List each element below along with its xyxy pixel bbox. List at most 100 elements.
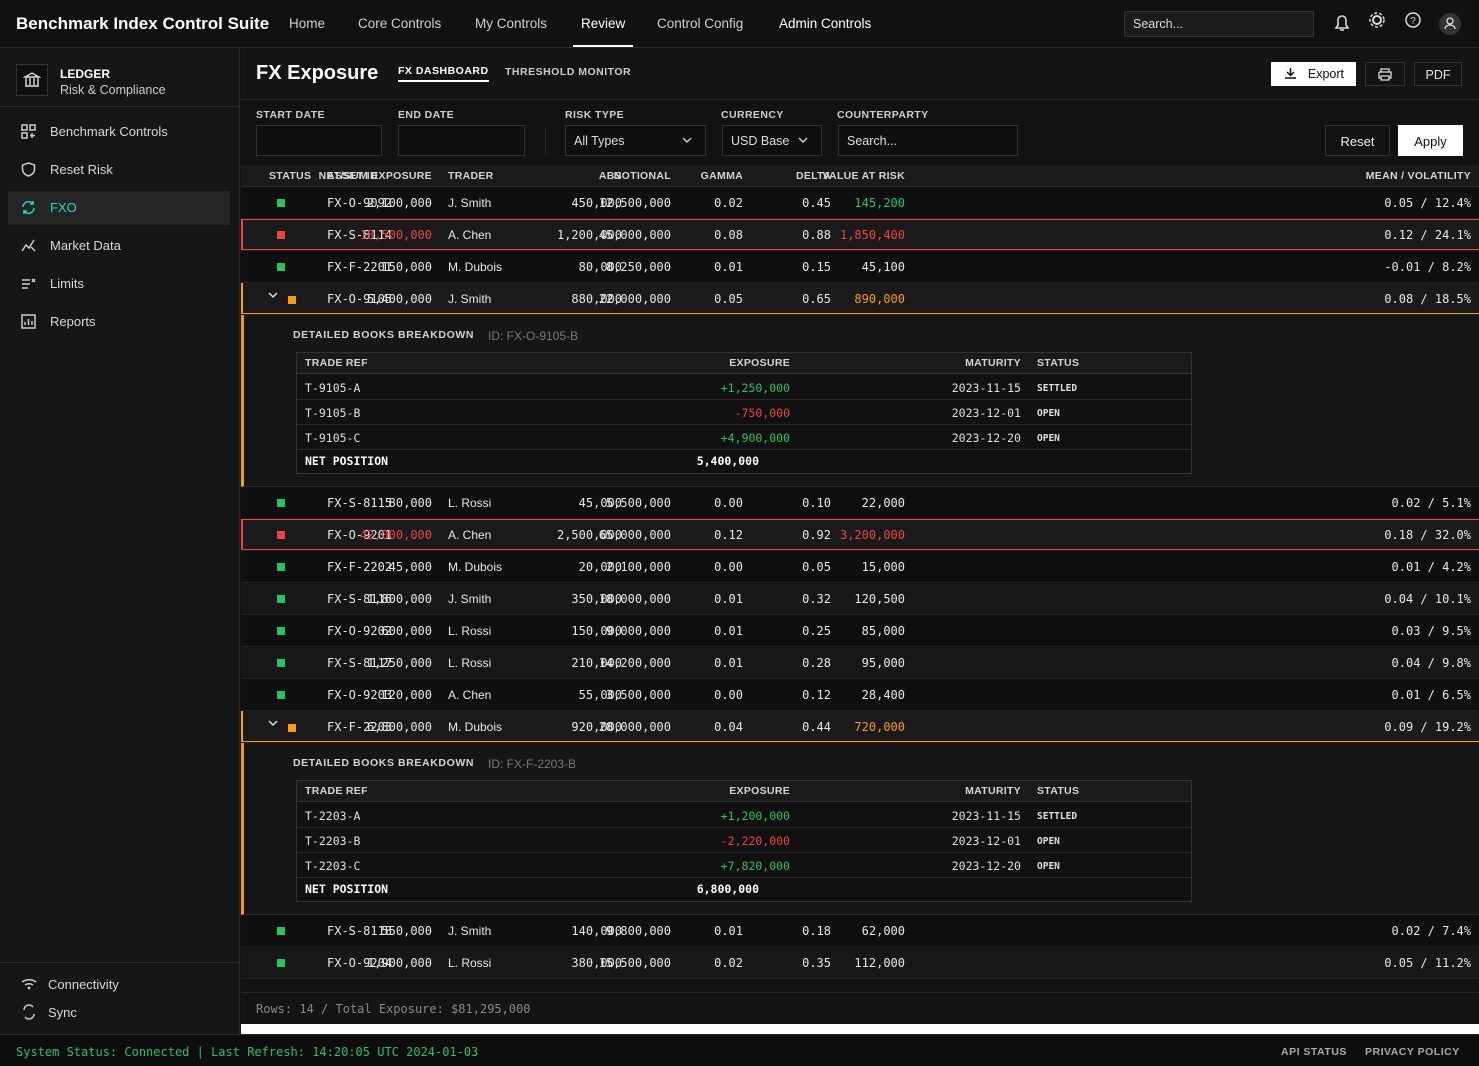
cell: 0.08 / 18.5% (1384, 292, 1471, 306)
sync[interactable]: Sync (48, 1005, 77, 1020)
table-row[interactable]: FX-F-2203 M. Dubois 28,000,000 720,000 0.44 0… (241, 711, 1479, 743)
cell: 0.04 / 10.1% (1384, 592, 1471, 606)
counterparty-input[interactable]: Search... (838, 125, 1018, 156)
table-row[interactable]: FX-O-9202 L. Rossi 9,000,000 85,000 0.25 0.01… (241, 615, 1479, 647)
cell: FX-S-8116 (327, 592, 393, 606)
cell: 45,000,000 (598, 228, 671, 242)
cell: 0.05 / 12.4% (1384, 196, 1471, 210)
cell: 0.88 (802, 228, 831, 242)
table-row[interactable]: FX-F-2202 M. Dubois 2,100,000 15,000 0.05 0.0… (241, 551, 1479, 583)
risk-type-select[interactable]: All Types (565, 125, 706, 156)
nav-item[interactable]: Core Controls (358, 16, 442, 31)
cell: 0.28 (802, 656, 831, 670)
apply-button[interactable]: Apply (1398, 125, 1463, 156)
cell: FX-O-9204 (327, 956, 393, 970)
gear-icon[interactable] (1372, 15, 1382, 25)
detail-cell: OPEN (1037, 836, 1060, 847)
cell: 890,000 (854, 292, 905, 306)
net-label: NET POSITION (305, 454, 389, 468)
cell: FX-O-9202 (327, 624, 393, 638)
cell: A. Chen (448, 688, 492, 702)
end-date-input[interactable] (398, 125, 525, 156)
detail-row (297, 828, 1191, 853)
connectivity[interactable]: Connectivity (48, 977, 119, 992)
table-row[interactable]: FX-S-8115 L. Rossi 5,500,000 22,000 0.10 0.00… (241, 487, 1479, 519)
side-item[interactable]: FXO (50, 200, 77, 215)
detail-column: EXPOSURE (729, 785, 790, 797)
cell: 18,000,000 (598, 592, 671, 606)
detail-column: TRADE REF (305, 785, 368, 797)
cell: 0.32 (802, 592, 831, 606)
side-item[interactable]: Limits (50, 276, 84, 291)
print-button[interactable] (1365, 62, 1405, 86)
table-row[interactable]: FX-S-8116 J. Smith 18,000,000 120,500 0.32 0.… (241, 583, 1479, 615)
detail-cell: -750,000 (734, 406, 790, 420)
side-item[interactable]: Reports (50, 314, 96, 329)
cell: 5,400,000 (366, 292, 432, 306)
reset-button[interactable]: Reset (1325, 125, 1390, 156)
cell: FX-S-8117 (327, 656, 393, 670)
table-row[interactable]: FX-F-2201 M. Dubois 8,250,000 45,100 0.15 0.0… (241, 251, 1479, 283)
status-indicator (277, 927, 285, 935)
pdf-button[interactable]: PDF (1414, 62, 1462, 86)
help-icon[interactable] (1405, 12, 1421, 28)
nav-item[interactable]: My Controls (475, 16, 548, 31)
detail-cell: OPEN (1037, 861, 1060, 872)
divider (0, 106, 240, 107)
side-item[interactable]: Benchmark Controls (50, 124, 168, 139)
table-row[interactable]: FX-O-9105 J. Smith 22,000,000 890,000 0.65 0.… (241, 283, 1479, 315)
column-header: GAMMA (700, 170, 743, 182)
cell: FX-O-9201 (327, 528, 393, 542)
nav-item[interactable]: Home (289, 16, 326, 31)
table-row[interactable]: FX-S-8117 L. Rossi 14,200,000 95,000 0.28 0.0… (241, 647, 1479, 679)
expand-chevron[interactable] (268, 720, 278, 728)
cell: 2,100,000 (366, 196, 432, 210)
expand-chevron[interactable] (268, 292, 278, 300)
side-item[interactable]: Market Data (50, 238, 121, 253)
nav-item[interactable]: Review (581, 16, 626, 31)
tab[interactable]: THRESHOLD MONITOR (505, 66, 632, 78)
detail-row (297, 803, 1191, 828)
column-header: STATUS (269, 170, 312, 182)
side-item[interactable]: Reset Risk (50, 162, 113, 177)
table-row[interactable]: FX-O-9092 J. Smith 12,500,000 145,200 0.45 0.… (241, 187, 1479, 219)
api-status-link[interactable]: API STATUS (1281, 1046, 1347, 1058)
bell-icon[interactable] (1334, 15, 1350, 31)
scrollbar (241, 1024, 1479, 1034)
filter-label: CURRENCY (721, 109, 784, 121)
detail-column: MATURITY (965, 785, 1021, 797)
status-indicator (277, 563, 285, 571)
cell: 880,000 (571, 292, 622, 306)
detail-id: ID: FX-O-9105-B (488, 329, 579, 343)
cell: J. Smith (448, 292, 492, 306)
cell: 120,000 (381, 688, 432, 702)
detail-cell: T-2203-C (305, 859, 361, 873)
nav-item[interactable]: Control Config (657, 16, 744, 31)
cell: 920,000 (571, 720, 622, 734)
cell: 1,800,000 (366, 592, 432, 606)
nav-item[interactable]: Admin Controls (779, 16, 872, 31)
cell: 0.04 / 9.8% (1391, 656, 1471, 670)
detail-column: EXPOSURE (729, 357, 790, 369)
start-date-input[interactable] (256, 125, 382, 156)
tab-active[interactable]: FX DASHBOARD (398, 65, 489, 82)
export-button[interactable]: Export (1271, 62, 1356, 86)
cell: 0.02 / 5.1% (1391, 496, 1471, 510)
table-row[interactable]: FX-O-9201 A. Chen 65,000,000 3,200,000 0.92 0… (241, 519, 1479, 551)
cell: 8,250,000 (605, 260, 671, 274)
cell: 22,000 (861, 496, 905, 510)
cell: 0.05 (802, 560, 831, 574)
table-row[interactable]: FX-O-9204 L. Rossi 15,500,000 112,000 0.35 0.… (241, 947, 1479, 979)
table-row[interactable]: FX-S-8114 A. Chen 45,000,000 1,850,400 0.88 0… (241, 219, 1479, 251)
divider (545, 128, 546, 154)
nav-icon (22, 200, 35, 215)
table-row[interactable]: FX-S-8118 J. Smith 9,800,000 62,000 0.18 0.01… (241, 915, 1479, 947)
cell: 0.02 (714, 196, 743, 210)
table-row[interactable]: FX-O-9203 A. Chen 3,500,000 28,400 0.12 0.00 5… (241, 679, 1479, 711)
column-header: NET/SUM EXPOSURE (318, 170, 432, 182)
cell: 42,000,000 (359, 528, 432, 542)
detail-cell: SETTLED (1037, 383, 1078, 394)
search-box[interactable]: Search... (1124, 11, 1314, 37)
nav-underline (573, 45, 633, 47)
privacy-link[interactable]: PRIVACY POLICY (1365, 1046, 1460, 1058)
